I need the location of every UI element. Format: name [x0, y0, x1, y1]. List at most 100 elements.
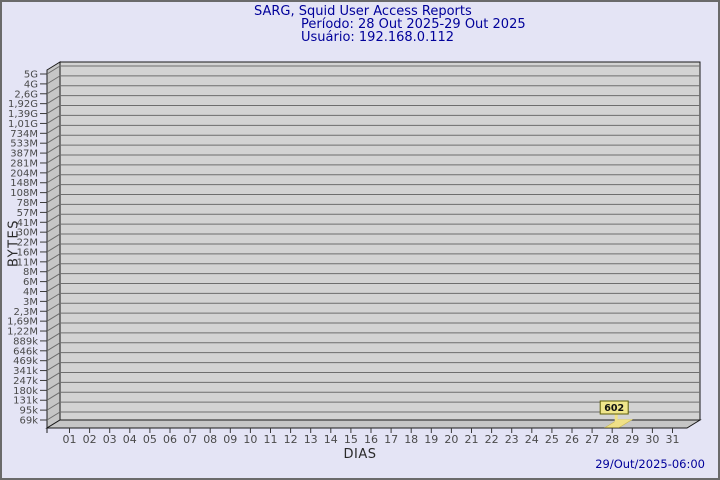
annotation-value-label: 602 — [604, 403, 624, 414]
x-axis-tick-label: 30 — [645, 433, 659, 446]
wall-gridline — [46, 203, 61, 213]
y-axis-tick-label: 4M — [23, 287, 38, 298]
y-axis-tick-label: 148M — [10, 178, 38, 189]
wall-gridline — [46, 312, 61, 322]
wall-gridline — [46, 194, 61, 203]
y-axis-tick-label: 69k — [19, 416, 38, 427]
x-axis-tick-label: 24 — [525, 433, 539, 446]
y-axis-tick-label: 341k — [13, 366, 38, 377]
y-axis-tick-label: 889k — [13, 336, 38, 347]
wall-gridline — [46, 283, 61, 292]
x-axis-tick-label: 16 — [364, 433, 378, 446]
y-axis-tick-label: 3M — [23, 297, 38, 308]
wall-gridline — [46, 263, 61, 273]
wall-gridline — [46, 381, 61, 391]
wall-gridline — [46, 362, 61, 371]
wall-gridline — [46, 322, 61, 332]
y-axis-tick-label: 5G — [24, 70, 38, 81]
y-axis-tick-label: 57M — [17, 208, 38, 219]
x-axis-tick-label: 12 — [284, 433, 298, 446]
wall-gridline — [46, 342, 61, 352]
y-axis-tick-label: 204M — [10, 168, 38, 179]
x-axis-tick-label: 23 — [505, 433, 519, 446]
x-axis-tick-label: 27 — [585, 433, 599, 446]
x-axis-tick-label: 11 — [264, 433, 278, 446]
y-axis-tick-label: 6M — [23, 277, 38, 288]
chart-floor — [45, 419, 702, 429]
wall-gridline — [46, 243, 61, 253]
report-title: SARG, Squid User Access Reports — [254, 4, 472, 19]
x-axis-title: DIAS — [343, 447, 377, 462]
wall-gridline — [46, 85, 61, 95]
wall-gridline — [46, 105, 61, 114]
x-axis-tick-label: 15 — [344, 433, 358, 446]
y-axis-tick-label: 108M — [10, 188, 38, 199]
x-axis-tick-label: 10 — [243, 433, 257, 446]
y-axis-tick-label: 1,69M — [7, 317, 38, 328]
wall-gridline — [46, 411, 61, 421]
x-axis-tick-label: 14 — [324, 433, 338, 446]
x-axis-tick-label: 29 — [625, 433, 639, 446]
y-axis-title: BYTES — [6, 218, 22, 268]
plot-area — [59, 61, 701, 421]
y-axis-tick-label: 95k — [19, 406, 38, 417]
y-axis-tick-label: 646k — [13, 346, 38, 357]
y-axis-tick-label: 1,01G — [8, 119, 38, 130]
wall-gridline — [46, 184, 61, 194]
x-axis-tick-label: 05 — [143, 433, 157, 446]
bar-front-day-28 — [618, 419, 633, 420]
y-axis-tick-label: 387M — [10, 149, 38, 160]
report-period: Período: 28 Out 2025-29 Out 2025 — [301, 17, 526, 32]
wall-gridline — [46, 391, 61, 401]
wall-gridline — [46, 273, 61, 283]
y-axis-tick-label: 2,6G — [14, 89, 38, 100]
x-axis-tick-label: 03 — [103, 433, 117, 446]
wall-gridline — [46, 95, 61, 105]
wall-gridline — [46, 352, 61, 362]
wall-gridline — [46, 75, 61, 85]
wall-gridline — [46, 223, 61, 233]
wall-gridline — [46, 253, 61, 263]
x-axis-tick-label: 21 — [465, 433, 479, 446]
y-axis-tick-label: 22M — [17, 238, 38, 249]
wall-gridline — [46, 233, 61, 243]
wall-gridline — [46, 401, 61, 411]
x-axis-tick-label: 26 — [565, 433, 579, 446]
y-axis-tick-label: 281M — [10, 158, 38, 169]
x-axis-tick-label: 08 — [203, 433, 217, 446]
y-axis-tick-label: 11M — [17, 257, 38, 268]
y-axis-tick-label: 1,92G — [8, 99, 38, 110]
x-axis-tick-label: 04 — [123, 433, 137, 446]
y-axis-tick-label: 1,22M — [7, 327, 38, 338]
report-user: Usuário: 192.168.0.112 — [301, 30, 455, 45]
wall-gridline — [46, 65, 61, 75]
x-axis-tick-label: 06 — [163, 433, 177, 446]
x-axis-tick-label: 13 — [304, 433, 318, 446]
wall-gridline — [46, 164, 61, 174]
wall-gridline — [46, 292, 61, 302]
y-axis-tick-label: 180k — [13, 386, 38, 397]
wall-gridline — [46, 332, 61, 342]
y-axis-tick-label: 2,3M — [13, 307, 38, 318]
y-axis-tick-label: 4G — [24, 79, 38, 90]
x-axis-tick-label: 09 — [223, 433, 237, 446]
y-axis-tick-label: 30M — [17, 228, 38, 239]
wall-gridline — [46, 174, 61, 184]
x-axis-tick-label: 22 — [485, 433, 499, 446]
x-axis-tick-label: 18 — [404, 433, 418, 446]
x-axis-tick-label: 01 — [63, 433, 77, 446]
wall-gridline — [46, 115, 61, 124]
y-axis-tick-label: 1,39G — [8, 109, 38, 120]
wall-gridline — [46, 124, 61, 134]
wall-gridline — [46, 144, 61, 154]
x-axis-tick-label: 20 — [444, 433, 458, 446]
y-axis-tick-label: 78M — [17, 198, 38, 209]
wall-gridline — [46, 213, 61, 223]
x-axis-tick-label: 31 — [666, 433, 680, 446]
x-axis-tick-label: 02 — [83, 433, 97, 446]
x-axis-tick-label: 28 — [605, 433, 619, 446]
y-axis-tick-label: 469k — [13, 356, 38, 367]
annotation-box — [599, 400, 629, 415]
